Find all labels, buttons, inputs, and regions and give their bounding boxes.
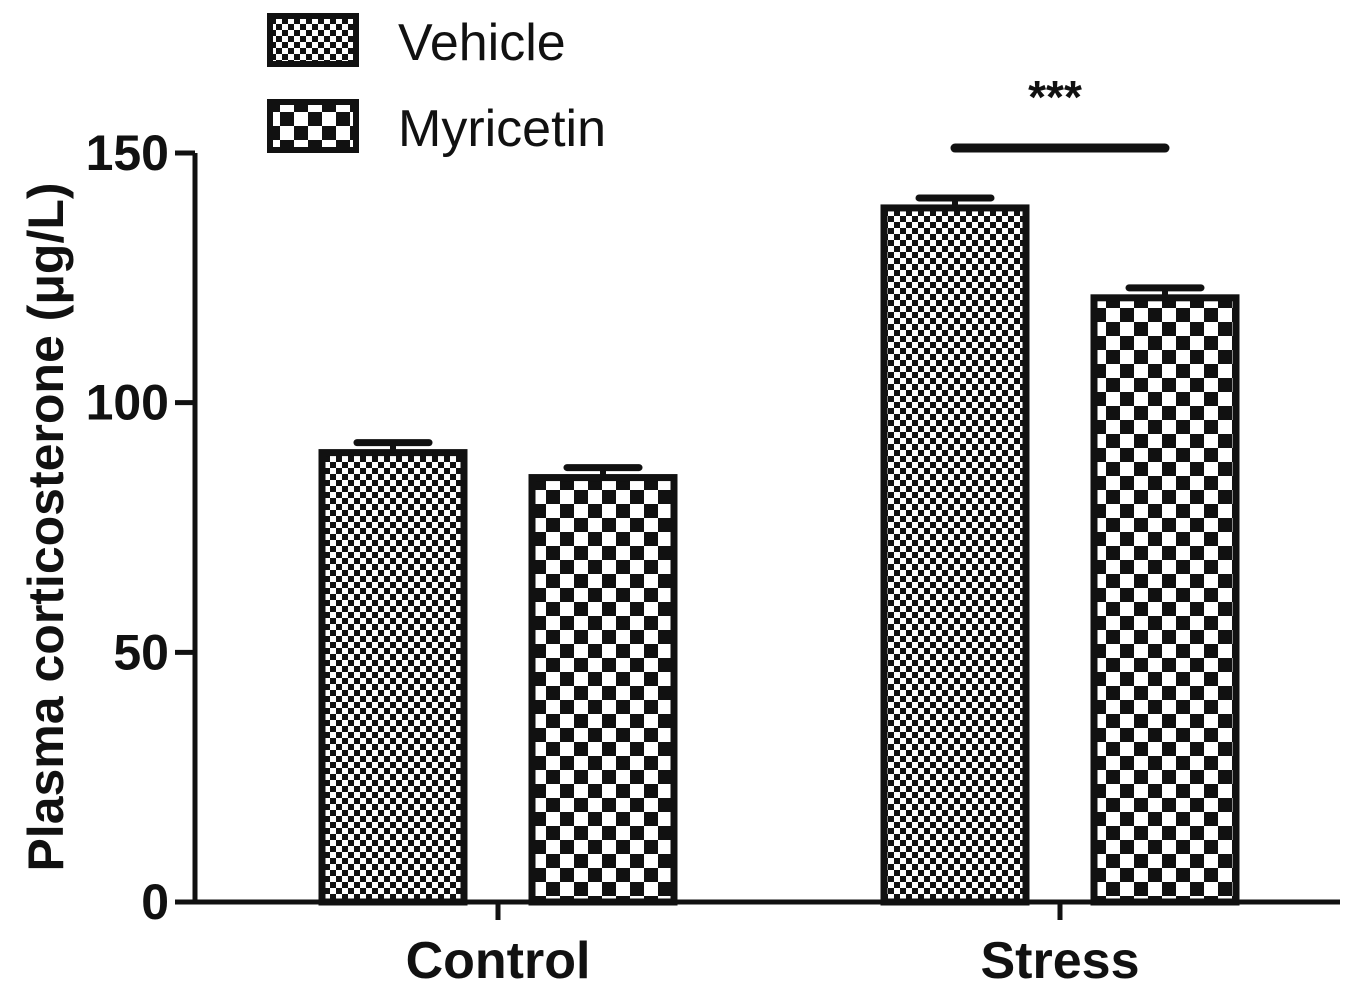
legend-label-vehicle: Vehicle [398,14,566,72]
y-axis-label: Plasma corticosterone (μg/L) [18,182,74,871]
y-tick-label: 100 [86,375,169,431]
y-tick-label: 150 [86,125,169,181]
bar-vehicle-stress [880,204,1030,906]
legend-swatch-myricetin [267,99,359,153]
bar-vehicle-control [318,449,468,906]
y-axis: 0 50 100 150 [86,125,198,930]
annotations-group: *** [950,71,1170,153]
legend-swatch-vehicle [267,13,359,67]
bars-group [318,194,1240,906]
legend: Vehicle Myricetin [267,13,606,158]
x-axis: Control Stress [193,899,1340,990]
x-tick-label-stress: Stress [981,932,1140,990]
legend-label-myricetin: Myricetin [398,100,606,158]
significance-label: *** [1028,71,1082,123]
bar-myricetin-control [528,474,678,906]
y-tick-label: 0 [141,874,169,930]
x-tick-label-control: Control [406,932,591,990]
bar-myricetin-stress [1090,294,1240,906]
y-tick-label: 50 [113,624,169,680]
